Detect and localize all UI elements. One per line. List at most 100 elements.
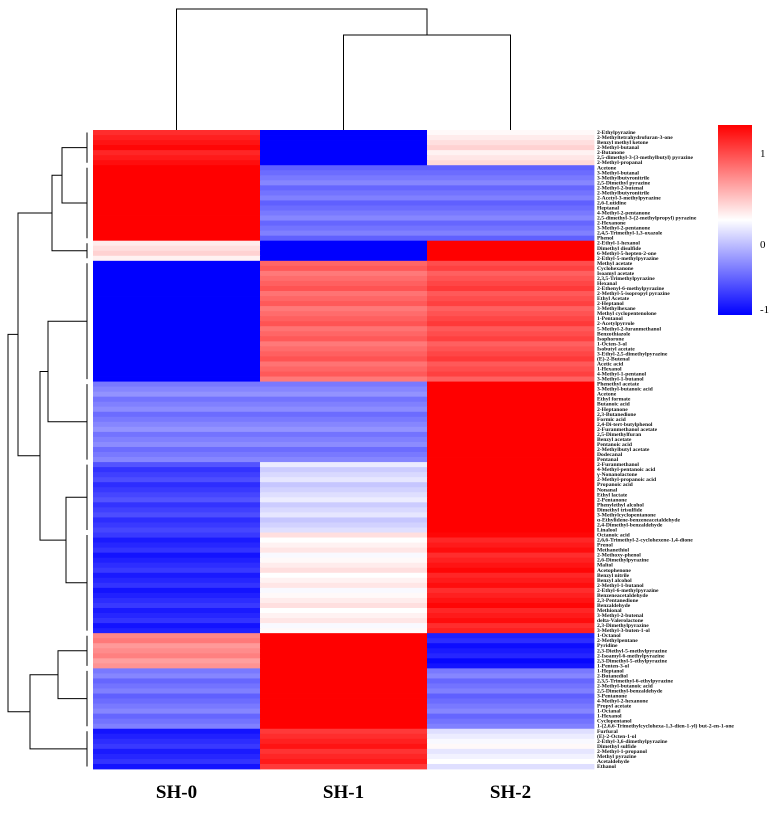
heatmap-cell (260, 683, 428, 689)
heatmap-cell (260, 532, 428, 538)
heatmap-cell (260, 698, 428, 704)
heatmap-cell (427, 341, 595, 347)
heatmap-cell (260, 150, 428, 156)
heatmap-cell (427, 396, 595, 403)
heatmap-cell (93, 210, 261, 216)
heatmap-cell (427, 497, 595, 503)
row-label: 2,4-Dimethyl-benzaldehyde (597, 522, 663, 528)
row-label: 5-Methyl-2-furanmethanol (597, 326, 661, 332)
heatmap-cell (427, 145, 595, 151)
row-label: Phenethyl acetate (597, 382, 640, 388)
row-label: Propanoic acid (597, 482, 634, 488)
heatmap-cell (427, 733, 595, 740)
heatmap-cell (93, 663, 261, 669)
row-label: 2-Methylbutyronitrile (597, 190, 650, 196)
heatmap-cell (427, 326, 595, 332)
heatmap-cell (93, 155, 261, 161)
heatmap-cell (427, 507, 595, 513)
heatmap-cell (427, 411, 595, 418)
heatmap-cell (427, 477, 595, 483)
heatmap-cell (93, 180, 261, 186)
row-label: 3-Methylhexane (597, 306, 636, 312)
heatmap-cell (427, 512, 595, 518)
row-dendrogram (7, 132, 88, 767)
heatmap-cell (427, 562, 595, 569)
heatmap-cell (260, 215, 428, 221)
heatmap-cell (427, 698, 595, 704)
row-label: Benzothiazole (597, 331, 631, 337)
heatmap-cell (93, 693, 261, 699)
heatmap-cell (427, 748, 595, 755)
row-label: Benzeneacetaldehyde (597, 593, 648, 599)
heatmap-cell (93, 547, 261, 554)
row-label: 2-Isoamyl-6-methylpyrazine (597, 653, 665, 659)
heatmap-cell (93, 145, 261, 151)
heatmap-cell (93, 135, 261, 141)
heatmap-cell (260, 175, 428, 181)
row-labels: 2-Ethylpyrazine2-Methyltetrahydrofuran-3… (596, 130, 734, 770)
heatmap-cell (427, 265, 595, 272)
heatmap-cell (427, 683, 595, 689)
heatmap-cell (260, 240, 428, 247)
row-label: Ethanol (597, 764, 616, 770)
heatmap-cell (260, 195, 428, 201)
row-label: 1-Octanol (597, 633, 621, 639)
heatmap-cell (260, 270, 428, 277)
heatmap-cell (260, 577, 428, 584)
heatmap-cell (260, 356, 428, 362)
column-label: SH-0 (156, 782, 197, 803)
heatmap-cell (427, 728, 595, 735)
heatmap-cell (93, 311, 261, 317)
heatmap-cell (260, 537, 428, 543)
heatmap-cell (427, 618, 595, 624)
heatmap-cell (260, 431, 428, 438)
heatmap-cell (260, 668, 428, 674)
heatmap-cell (427, 215, 595, 221)
heatmap-cell (260, 452, 428, 458)
heatmap-cell (427, 391, 595, 398)
heatmap-cell (93, 416, 261, 423)
heatmap-cell (93, 623, 261, 629)
heatmap-cell (427, 643, 595, 649)
heatmap-cell (93, 462, 261, 468)
heatmap-cell (427, 678, 595, 684)
row-label: 1-Penten-3-ol (597, 663, 629, 669)
heatmap-cell (260, 406, 428, 413)
heatmap-cell (93, 280, 261, 287)
heatmap-cell (260, 376, 428, 382)
heatmap-cell (93, 542, 261, 549)
row-label: delta-Valerolactone (597, 618, 644, 624)
heatmap-cell (260, 245, 428, 252)
heatmap-cell (427, 718, 595, 725)
row-label: 3-Ethyl-2,5-dimethylpyrazine (597, 351, 668, 357)
heatmap-cell (260, 185, 428, 191)
heatmap-cell (260, 482, 428, 488)
heatmap-cell (260, 155, 428, 161)
heatmap-cell (93, 582, 261, 589)
heatmap-cell (260, 301, 428, 307)
heatmap-cell (260, 613, 428, 619)
row-label: 2-Ethyl-3,6-dimethylpyrazine (597, 739, 668, 745)
heatmap-cell (427, 301, 595, 307)
heatmap-cell (427, 552, 595, 559)
heatmap-cell (427, 648, 595, 654)
heatmap-cell (93, 748, 261, 755)
heatmap-cell (427, 582, 595, 589)
heatmap-cell (427, 316, 595, 322)
heatmap-cell (93, 426, 261, 433)
heatmap-cell (93, 245, 261, 252)
heatmap-cell (93, 467, 261, 473)
color-scale-tick-label: -1 (760, 304, 769, 316)
heatmap-cell (427, 366, 595, 372)
row-label: Isophorone (597, 336, 624, 342)
heatmap-cell (93, 316, 261, 322)
row-label: 2,5-Dimethyl pyrazine (597, 180, 651, 186)
heatmap-cell (93, 728, 261, 735)
row-label: Dodecanal (597, 452, 623, 458)
heatmap-cell (427, 230, 595, 237)
heatmap-cell (427, 346, 595, 352)
row-label: 3-Methyl-butanal (597, 170, 639, 176)
heatmap-cell (427, 602, 595, 609)
heatmap-cell (93, 492, 261, 498)
dendrogram-branch (17, 212, 52, 457)
